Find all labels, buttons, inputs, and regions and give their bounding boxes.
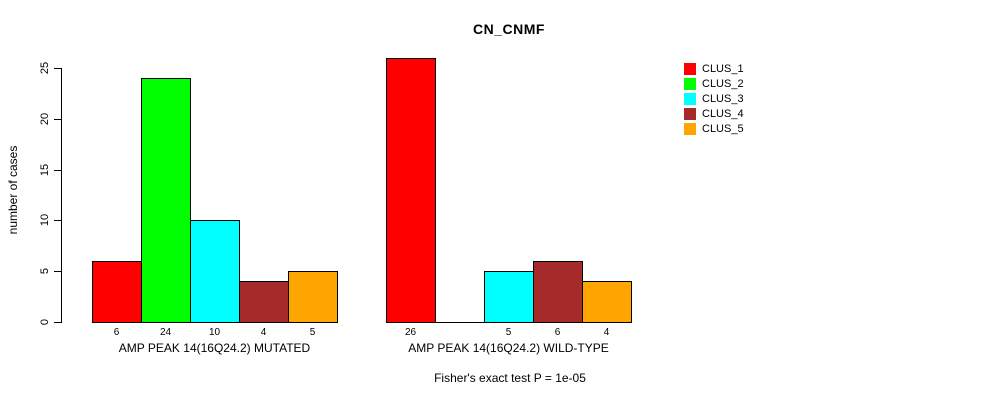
y-tick <box>54 119 61 120</box>
y-tick <box>54 220 61 221</box>
chart-title: CN_CNMF <box>473 21 545 37</box>
group-label: AMP PEAK 14(16Q24.2) WILD-TYPE <box>408 341 609 355</box>
group-label: AMP PEAK 14(16Q24.2) MUTATED <box>118 341 311 355</box>
legend-label: CLUS_3 <box>702 92 744 105</box>
bar-value-label: 4 <box>260 327 267 338</box>
legend-item: CLUS_2 <box>684 76 744 91</box>
y-tick <box>54 322 61 323</box>
bar-clus_3-group1 <box>190 220 240 323</box>
bar-value-label: 4 <box>603 327 610 338</box>
legend: CLUS_1 CLUS_2 CLUS_3 CLUS_4 CLUS_5 <box>684 61 744 136</box>
bar-value-label: 6 <box>113 327 120 338</box>
y-tick-label: 10 <box>39 213 51 227</box>
bar-clus_4-group2 <box>533 261 583 323</box>
bar-value-label: 10 <box>208 327 221 338</box>
legend-item: CLUS_4 <box>684 106 744 121</box>
legend-label: CLUS_4 <box>702 107 744 120</box>
legend-swatch-icon <box>684 77 696 90</box>
bar-clus_3-group2 <box>484 271 534 323</box>
y-tick-label: 15 <box>39 163 51 177</box>
fisher-test-annotation: Fisher's exact test P = 1e-05 <box>434 371 586 385</box>
y-tick-label: 0 <box>39 318 51 326</box>
bar-value-label: 6 <box>554 327 561 338</box>
bar-clus_1-group1 <box>92 261 142 323</box>
legend-item: CLUS_3 <box>684 91 744 106</box>
y-axis-label: number of cases <box>6 145 20 235</box>
y-tick <box>54 271 61 272</box>
y-tick-label: 20 <box>39 112 51 126</box>
y-tick <box>54 170 61 171</box>
bar-clus_2-group1 <box>141 78 191 323</box>
legend-swatch-icon <box>684 122 696 135</box>
bar-clus_4-group1 <box>239 281 289 323</box>
legend-label: CLUS_5 <box>702 122 744 135</box>
y-tick <box>54 68 61 69</box>
y-tick-label: 25 <box>39 61 51 75</box>
y-axis-line <box>61 68 62 323</box>
bar-value-label: 5 <box>309 327 316 338</box>
legend-item: CLUS_5 <box>684 121 744 136</box>
bar-clus_1-group2 <box>386 58 436 323</box>
legend-label: CLUS_2 <box>702 77 744 90</box>
bar-value-label: 26 <box>404 327 417 338</box>
bar-clus_5-group1 <box>288 271 338 323</box>
legend-swatch-icon <box>684 92 696 105</box>
legend-item: CLUS_1 <box>684 61 744 76</box>
legend-label: CLUS_1 <box>702 62 744 75</box>
bar-clus_5-group2 <box>582 281 632 323</box>
bar-value-label: 5 <box>505 327 512 338</box>
bar-value-label: 24 <box>159 327 172 338</box>
legend-swatch-icon <box>684 107 696 120</box>
y-tick-label: 5 <box>39 267 51 275</box>
bar-clus_2-group2-zero <box>435 322 485 323</box>
legend-swatch-icon <box>684 62 696 75</box>
